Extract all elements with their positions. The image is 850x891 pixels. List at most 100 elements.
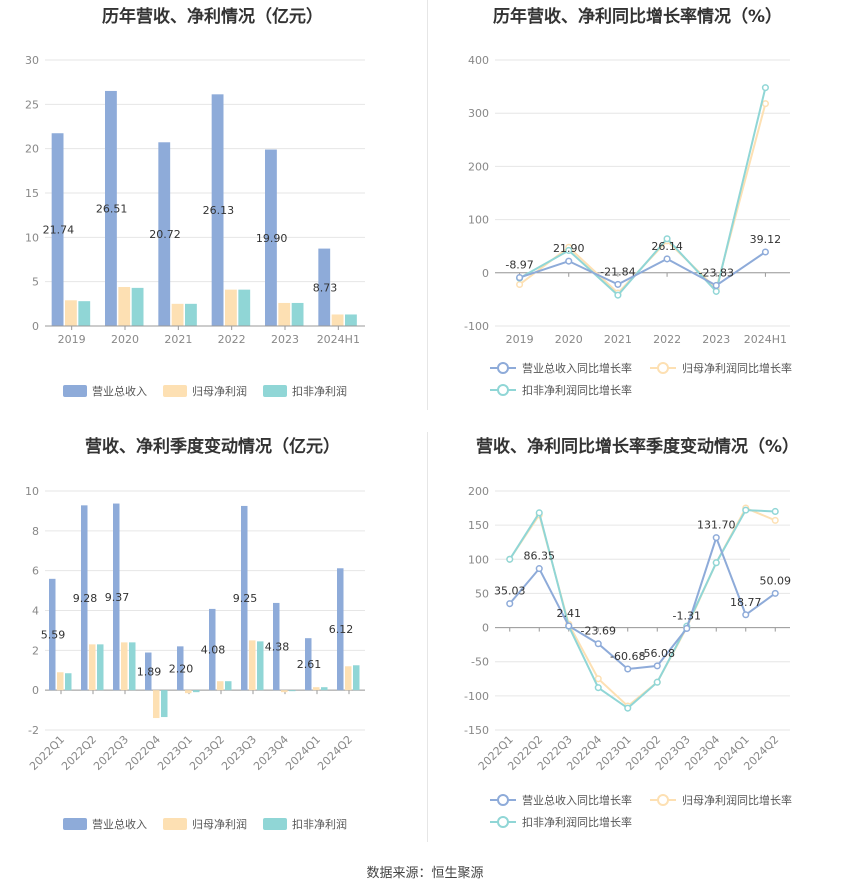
quarterly-bar-data-label: 2.61 [297,658,322,671]
annual-growth-ytick: 300 [468,107,489,120]
quarterly-bar-bar [241,505,248,691]
quarterly-growth-legend-label: 归母净利润同比增长率 [682,793,792,807]
annual-growth-point [761,100,769,108]
annual-growth-legend-label: 扣非净利润同比增长率 [522,383,632,397]
annual-bar-ytick: 25 [25,98,39,111]
quarterly-bar-bar [57,672,64,691]
quarterly-bar-bar [81,505,88,691]
annual-growth-point [663,235,671,243]
annual-bar-xtick: 2023 [271,333,299,346]
quarterly-growth-data-label: 2.41 [557,607,582,620]
quarterly-bar-bar [281,690,288,693]
quarterly-bar-legend-swatch [63,818,87,830]
annual-growth-series-line [519,87,767,297]
annual-bar-ytick: 30 [25,54,39,67]
annual-bar-xtick: 2022 [218,333,246,346]
quarterly-bar-panel: 营收、净利季度变动情况（亿元） -2 0 2 4 6 8 10 2022Q1 2022Q2 202… [0,430,425,860]
quarterly-bar-data-label: 6.12 [329,623,354,636]
annual-bar-bar [118,286,131,326]
quarterly-bar-bar [65,673,72,691]
annual-bar-bar [265,149,277,326]
quarterly-bar-ytick: 8 [32,525,39,538]
quarterly-bar-bar [153,690,160,719]
quarterly-growth-data-label: -23.69 [581,625,616,638]
quarterly-growth-point [712,559,720,567]
quarterly-bar-bar [49,578,56,691]
annual-bar-legend-swatch [263,385,287,397]
quarterly-growth-point [506,555,514,563]
quarterly-growth-ytick: -50 [471,656,489,669]
annual-growth-point [761,248,769,256]
annual-growth-title: 历年营收、净利同比增长率情况（%） [492,7,783,27]
quarterly-bar-ytick: -2 [28,724,39,737]
quarterly-growth-point [742,611,750,619]
annual-growth-legend-label: 归母净利润同比增长率 [682,361,792,375]
annual-growth-point [712,281,720,290]
quarterly-bar-data-label: 2.20 [169,662,194,675]
quarterly-growth-chart: -150-100-500501001502002022Q12022Q22022Q… [464,485,792,829]
annual-growth-data-label: -8.97 [505,259,533,272]
annual-bar-data-label: 8.73 [313,281,338,294]
annual-growth-series-line [519,251,766,287]
annual-bar-bar [105,90,117,326]
quarterly-bar-bar [353,665,360,691]
annual-growth-ytick: 0 [482,267,489,280]
annual-bar-title: 历年营收、净利情况（亿元） [102,7,323,27]
data-source: 数据来源：恒生聚源 [366,866,484,881]
quarterly-growth-legend-label: 扣非净利润同比增长率 [522,815,632,829]
quarterly-bar-title: 营收、净利季度变动情况（亿元） [85,437,340,457]
quarterly-bar-legend-label: 归母净利润 [192,817,247,831]
quarterly-growth-legend-marker [497,794,509,806]
annual-growth-xtick: 2024H1 [744,333,787,346]
quarterly-growth-data-label: -60.68 [610,650,645,663]
quarterly-growth-ytick: 150 [468,519,489,532]
annual-bar-data-label: 21.74 [43,224,75,237]
annual-bar-bar [131,287,144,326]
quarterly-growth-ytick: 50 [475,587,489,600]
quarterly-growth-data-label: 50.09 [760,574,792,587]
annual-bar-ytick: 0 [32,320,39,333]
quarterly-bar-bar [337,568,344,691]
quarterly-growth-series-line [508,534,776,671]
quarterly-bar-bar [289,690,296,692]
annual-bar-ytick: 10 [25,231,39,244]
quarterly-growth-legend-marker [497,816,509,828]
quarterly-growth-data-label: 35.03 [494,585,526,598]
quarterly-growth-panel: 营收、净利同比增长率季度变动情况（%） -150 -100 -50 0 50 100 150… [425,430,850,860]
quarterly-bar-bar [313,687,320,691]
annual-growth-ytick: 200 [468,160,489,173]
annual-growth-legend-marker [497,362,509,374]
annual-bar-bar [278,302,291,326]
quarterly-bar-bar [185,690,192,694]
annual-bar-legend-swatch [163,385,187,397]
annual-bar-bar [238,289,251,326]
annual-bar-panel: 历年营收、净利情况（亿元） 0 5 10 15 20 25 30 2019 2020 2021 20… [0,0,425,430]
annual-growth-point [761,84,769,92]
quarterly-bar-bar [249,640,256,691]
quarterly-bar-data-label: 4.38 [265,641,290,654]
annual-bar-xtick: 2024H1 [317,333,360,346]
annual-growth-point [712,287,720,295]
annual-growth-ytick: -100 [464,320,489,333]
quarterly-growth-point [742,506,750,514]
quarterly-growth-point [712,534,720,542]
annual-bar-chart: 0 5 10 15 20 25 30 2019 2020 2021 2022 2023 2024H1 21… [25,54,365,398]
annual-bar-data-label: 20.72 [149,228,181,241]
quarterly-growth-point [565,622,573,630]
quarterly-bar-bar [209,608,216,691]
annual-growth-xtick: 2023 [702,333,730,346]
quarterly-bar-ytick: 0 [32,684,39,697]
annual-growth-xtick: 2021 [604,333,632,346]
annual-bar-bar [345,314,357,326]
annual-bar-bar [51,133,64,326]
annual-growth-ytick: 400 [468,54,489,67]
annual-growth-data-label: 39.12 [750,233,782,246]
quarterly-growth-data-label: 131.70 [697,519,736,532]
annual-growth-xtick: 2020 [555,333,583,346]
annual-bar-bar [158,142,171,326]
divider-bottom [427,432,428,842]
quarterly-bar-data-label: 9.25 [233,592,258,605]
annual-bar-data-label: 26.51 [96,202,128,215]
quarterly-bar-bar [97,644,104,691]
annual-bar-legend-label: 营业总收入 [92,384,147,398]
